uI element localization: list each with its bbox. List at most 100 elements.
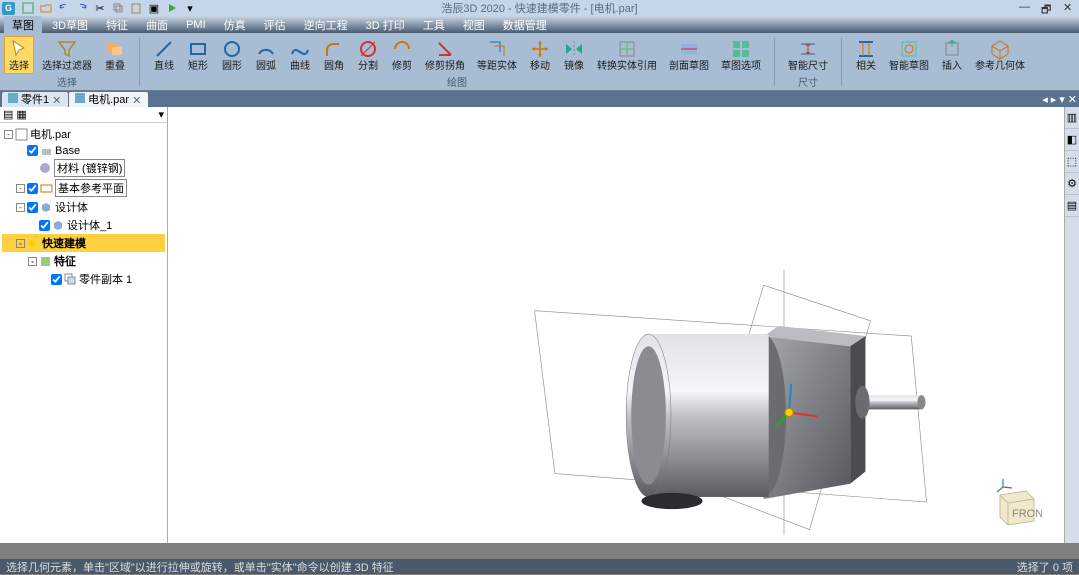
ribbon-smartdim-button[interactable]: 智能尺寸: [784, 36, 832, 74]
offset-icon: [486, 38, 508, 60]
tree-node[interactable]: -快速建模: [2, 234, 165, 252]
model-canvas[interactable]: 前视图(XZ) 俯视图(XY): [168, 107, 1064, 551]
menu-item[interactable]: 评估: [256, 16, 294, 34]
status-hint: 选择几何元素，单击"区域"以进行拉伸或旋转，或单击"实体"命令以创建 3D 特征: [6, 559, 1017, 575]
tab-close-icon[interactable]: ✕: [132, 94, 142, 104]
qat-print-icon[interactable]: ▣: [147, 1, 161, 15]
tree-node[interactable]: - 基本参考平面: [2, 178, 165, 198]
menu-item[interactable]: PMI: [178, 18, 214, 32]
document-tab[interactable]: 电机.par✕: [69, 92, 148, 107]
ribbon-refgeom-button[interactable]: 参考几何体: [971, 36, 1029, 74]
menu-item[interactable]: 草图: [4, 16, 42, 34]
viewcube-label: FRONT: [1012, 508, 1042, 520]
ribbon-related-button[interactable]: 相关: [851, 36, 881, 74]
minimize-button[interactable]: —: [1019, 1, 1033, 15]
qat-undo-icon[interactable]: [57, 1, 71, 15]
ribbon-insert-button[interactable]: 插入: [937, 36, 967, 74]
cursor-icon: [8, 38, 30, 60]
qat-redo-icon[interactable]: [75, 1, 89, 15]
menu-item[interactable]: 3D草图: [44, 16, 96, 34]
view-cube[interactable]: FRONT: [988, 477, 1042, 531]
ribbon-circle-button[interactable]: 圆形: [217, 36, 247, 74]
menu-item[interactable]: 仿真: [216, 16, 254, 34]
ribbon-corner-button[interactable]: 修剪拐角: [421, 36, 469, 74]
tab-nav-down-icon[interactable]: ▾: [1059, 93, 1065, 106]
menu-item[interactable]: 3D 打印: [358, 16, 413, 34]
rail-item-icon[interactable]: ▤: [1065, 195, 1079, 217]
ribbon-cursor-button[interactable]: 选择: [4, 36, 34, 74]
qat-save-icon[interactable]: [21, 1, 35, 15]
qat-open-icon[interactable]: [39, 1, 53, 15]
ribbon-overlap-button[interactable]: 重叠: [100, 36, 130, 74]
tree-tool-icon[interactable]: ▤: [3, 108, 13, 121]
tree-checkbox[interactable]: [27, 202, 38, 213]
menu-item[interactable]: 曲面: [138, 16, 176, 34]
restore-button[interactable]: 🗗: [1041, 1, 1055, 15]
close-button[interactable]: ✕: [1063, 1, 1077, 15]
tree-expander-icon[interactable]: -: [16, 203, 25, 212]
tab-close-all-icon[interactable]: ✕: [1068, 93, 1077, 106]
tree-node[interactable]: 零件副本 1: [2, 270, 165, 288]
qat-dropdown-icon[interactable]: ▾: [183, 1, 197, 15]
tree-checkbox[interactable]: [39, 220, 50, 231]
rail-item-icon[interactable]: ⚙: [1065, 173, 1079, 195]
ribbon-curve-button[interactable]: 曲线: [285, 36, 315, 74]
ribbon-options-button[interactable]: 草图选项: [717, 36, 765, 74]
tree-node[interactable]: -电机.par: [2, 125, 165, 143]
tab-nav-right-icon[interactable]: ▸: [1051, 93, 1057, 106]
rail-item-icon[interactable]: ▥: [1065, 107, 1079, 129]
tree-node[interactable]: -特征: [2, 252, 165, 270]
tree-node[interactable]: Base: [2, 143, 165, 158]
ribbon-smartsketch-button[interactable]: 智能草图: [885, 36, 933, 74]
menu-item[interactable]: 特征: [98, 16, 136, 34]
ribbon-rect-button[interactable]: 矩形: [183, 36, 213, 74]
menu-item[interactable]: 视图: [455, 16, 493, 34]
tab-nav-left-icon[interactable]: ◂: [1042, 93, 1048, 106]
ribbon-move-button[interactable]: 移动: [525, 36, 555, 74]
document-tab[interactable]: 零件1✕: [2, 92, 68, 107]
ribbon-offset-button[interactable]: 等距实体: [473, 36, 521, 74]
ribbon-button-label: 参考几何体: [975, 61, 1025, 72]
qat-paste-icon[interactable]: [129, 1, 143, 15]
tree-checkbox[interactable]: [51, 274, 62, 285]
app-logo-icon[interactable]: G: [2, 2, 15, 15]
ribbon-button-label: 智能尺寸: [788, 61, 828, 72]
ribbon-arc-button[interactable]: 圆弧: [251, 36, 281, 74]
tree-node[interactable]: 设计体_1: [2, 216, 165, 234]
status-selection-count: 选择了 0 项: [1017, 559, 1073, 575]
section-icon: [678, 38, 700, 60]
tree-expander-icon[interactable]: -: [28, 257, 37, 266]
3d-viewport[interactable]: 前视图(XZ) 俯视图(XY): [168, 107, 1064, 543]
tree-node[interactable]: 材料 (镀锌钢): [2, 158, 165, 178]
tab-close-icon[interactable]: ✕: [52, 94, 62, 104]
qat-cut-icon[interactable]: ✂: [93, 1, 107, 15]
qat-play-icon[interactable]: [165, 1, 179, 15]
tree-checkbox[interactable]: [27, 183, 38, 194]
tree-expander-icon[interactable]: -: [16, 184, 25, 193]
tree-checkbox[interactable]: [27, 145, 38, 156]
ribbon-button-label: 曲线: [290, 61, 310, 72]
ribbon-group-label: 选择: [57, 74, 77, 90]
ribbon-convert-button[interactable]: 转换实体引用: [593, 36, 661, 74]
funnel-icon: [56, 38, 78, 60]
ribbon-mirror-button[interactable]: 镜像: [559, 36, 589, 74]
ribbon-line-button[interactable]: 直线: [149, 36, 179, 74]
ribbon-funnel-button[interactable]: 选择过滤器: [38, 36, 96, 74]
tree-node[interactable]: -设计体: [2, 198, 165, 216]
tree-expander-icon[interactable]: -: [4, 130, 13, 139]
tree-expander-icon[interactable]: -: [16, 239, 25, 248]
menu-item[interactable]: 数据管理: [495, 16, 555, 34]
rail-item-icon[interactable]: ⬚: [1065, 151, 1079, 173]
tree-node-label: 基本参考平面: [55, 179, 127, 197]
ribbon-fillet-arc-button[interactable]: 圆角: [319, 36, 349, 74]
ribbon-button-label: 移动: [530, 61, 550, 72]
qat-copy-icon[interactable]: [111, 1, 125, 15]
ribbon-trim-button[interactable]: 修剪: [387, 36, 417, 74]
tree-dropdown-icon[interactable]: ▾: [158, 108, 164, 121]
ribbon-split-button[interactable]: 分割: [353, 36, 383, 74]
rail-item-icon[interactable]: ◧: [1065, 129, 1079, 151]
menu-item[interactable]: 逆向工程: [296, 16, 356, 34]
ribbon-section-button[interactable]: 剖面草图: [665, 36, 713, 74]
tree-tool-icon[interactable]: ▦: [16, 108, 26, 121]
menu-item[interactable]: 工具: [415, 16, 453, 34]
